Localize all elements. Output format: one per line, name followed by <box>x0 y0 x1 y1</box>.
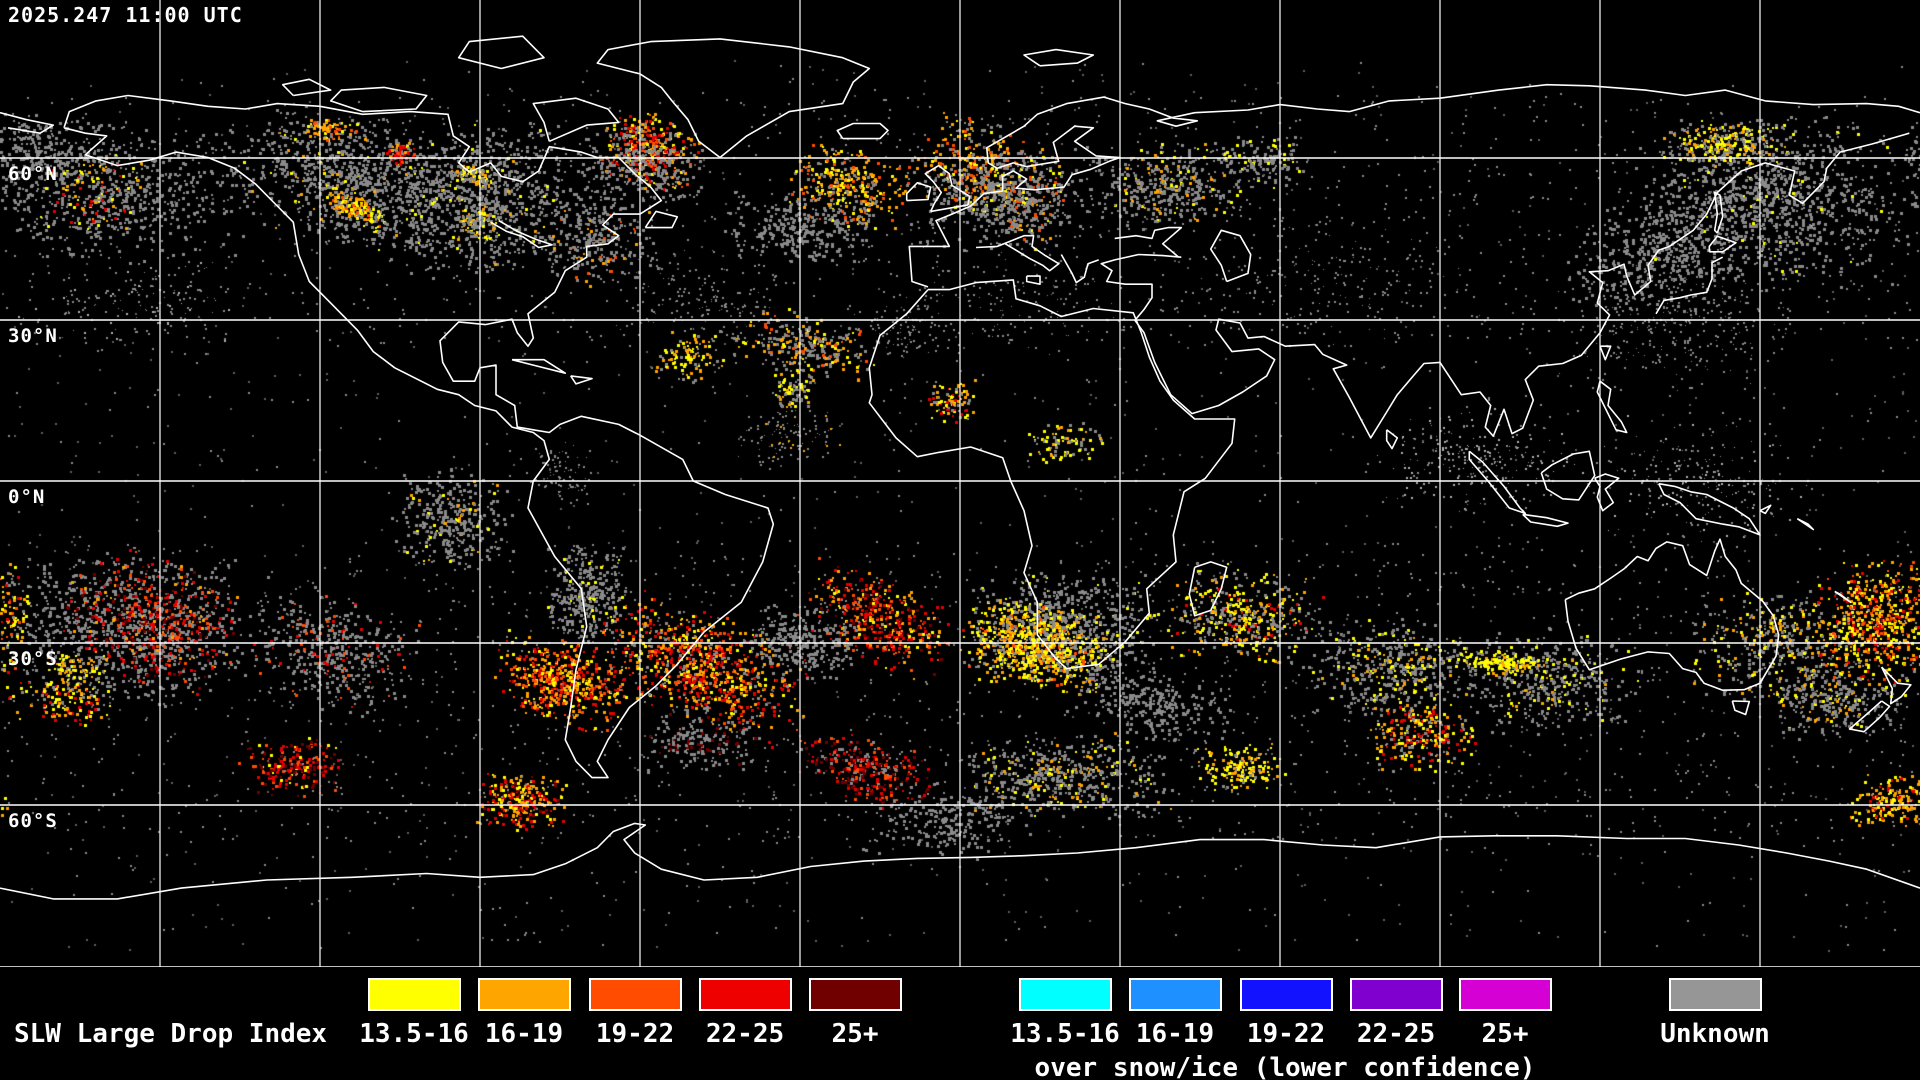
coastline <box>975 234 1060 272</box>
coastline <box>63 94 775 779</box>
legend-range-label: 19-22 <box>1246 1019 1326 1049</box>
coastline <box>0 111 55 134</box>
legend-range-label: 19-22 <box>595 1019 675 1049</box>
legend-swatch-snow-16-19 <box>1129 978 1222 1011</box>
legend-range-label: 22-25 <box>1356 1019 1436 1049</box>
coastline <box>1564 538 1780 691</box>
legend-swatch-clear-16-19 <box>478 978 571 1011</box>
coastline <box>1023 48 1095 67</box>
coastline <box>532 97 620 143</box>
coastline <box>836 122 889 140</box>
legend-range-label: 13.5-16 <box>359 1019 469 1049</box>
legend-swatch-clear-22-25 <box>699 978 792 1011</box>
coastline <box>908 83 1920 288</box>
coastline <box>1209 229 1252 283</box>
timestamp: 2025.247 11:00 UTC <box>8 3 243 27</box>
legend-range-label: 22-25 <box>705 1019 785 1049</box>
coastline <box>1060 254 1099 284</box>
legend-range-label: 16-19 <box>1135 1019 1215 1049</box>
coastline <box>457 35 545 70</box>
latitude-label: 30°S <box>8 648 58 670</box>
legend-title: SLW Large Drop Index <box>14 1019 328 1049</box>
coastline <box>1540 450 1596 501</box>
legend-range-label: 25+ <box>1481 1019 1529 1049</box>
coastline <box>905 182 932 202</box>
coastline <box>1025 275 1041 285</box>
coastline <box>1713 191 1724 234</box>
coastline <box>1731 700 1751 716</box>
coastline <box>281 78 332 97</box>
legend-swatch-snow-19-22 <box>1240 978 1333 1011</box>
coastline <box>1848 700 1891 733</box>
legend-range-label: 25+ <box>831 1019 879 1049</box>
coastline <box>644 210 679 229</box>
legend-swatch-clear-25+ <box>809 978 902 1011</box>
coastline <box>1708 235 1737 253</box>
coastline <box>1599 345 1612 361</box>
legend-snow-ice-caption: over snow/ice (lower confidence) <box>1034 1053 1536 1080</box>
latitude-label: 30°N <box>8 325 58 347</box>
legend-swatch-snow-25+ <box>1459 978 1552 1011</box>
coastline <box>1114 226 1183 258</box>
coastline <box>868 279 1236 670</box>
legend-range-label: 13.5-16 <box>1010 1019 1120 1049</box>
latitude-label: 60°N <box>8 163 58 185</box>
latitude-label: 60°S <box>8 810 58 832</box>
legend-swatch-snow-22-25 <box>1350 978 1443 1011</box>
coastline <box>1880 666 1912 705</box>
latitude-label: 0°N <box>8 486 46 508</box>
coastline <box>1796 517 1815 531</box>
coastline <box>1188 561 1228 617</box>
coastline <box>1468 450 1527 515</box>
coastline <box>0 822 1920 900</box>
coastline <box>1100 132 1910 439</box>
coastline <box>1596 380 1628 434</box>
coastline <box>1759 504 1772 515</box>
coastline <box>1834 590 1852 604</box>
coastline <box>490 219 553 249</box>
legend-swatch-unknown-Unknown <box>1669 978 1762 1011</box>
legend-swatch-clear-13.5-16 <box>368 978 461 1011</box>
coastline <box>1594 473 1620 512</box>
coastline <box>924 164 971 213</box>
coastline <box>596 38 871 159</box>
coastline <box>1655 256 1724 315</box>
legend-swatch-clear-19-22 <box>589 978 682 1011</box>
coastline <box>511 358 567 374</box>
legend-swatch-snow-13.5-16 <box>1019 978 1112 1011</box>
legend-range-label: Unknown <box>1660 1019 1770 1049</box>
coastline <box>329 86 428 113</box>
legend-range-label: 16-19 <box>484 1019 564 1049</box>
grid-and-coastline-layer <box>0 0 1920 967</box>
coastline <box>1657 482 1761 536</box>
coastline <box>1522 513 1569 528</box>
coastline <box>570 375 593 385</box>
coastline <box>1385 429 1399 450</box>
